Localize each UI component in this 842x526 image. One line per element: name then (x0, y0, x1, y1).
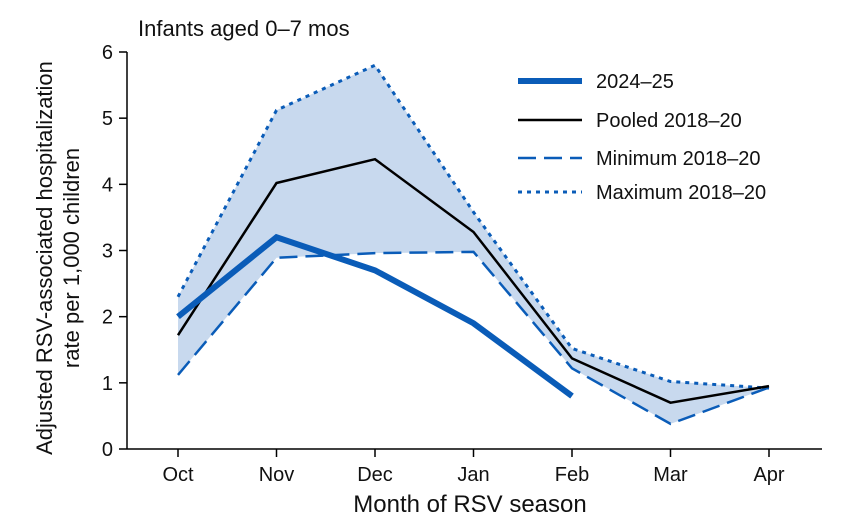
legend-label-2024-25: 2024–25 (596, 71, 674, 93)
y-axis-label-line2: rate per 1,000 children (59, 148, 84, 368)
x-tick-label-feb: Feb (555, 464, 589, 486)
series-line-pooled-2018-20 (176, 157, 770, 404)
x-tick-label-jan: Jan (457, 464, 489, 486)
series-line-minimum-2018-20 (177, 250, 770, 426)
y-tick-label: 3 (102, 241, 113, 263)
y-axis-label: Adjusted RSV-associated hospitalization … (32, 61, 84, 455)
x-tick-label-mar: Mar (653, 464, 688, 486)
y-ticks: 0 1 2 3 4 5 6 (102, 42, 127, 461)
series-layer (176, 63, 770, 426)
x-tick-label-nov: Nov (259, 464, 295, 486)
min-max-range-band (178, 65, 769, 424)
x-tick-label-apr: Apr (753, 464, 784, 486)
x-ticks: Oct Nov Dec Jan Feb Mar Apr (162, 449, 785, 486)
y-tick-label: 6 (102, 42, 113, 64)
legend-label-pooled: Pooled 2018–20 (596, 110, 742, 132)
legend-label-minimum: Minimum 2018–20 (596, 148, 761, 170)
y-tick-label: 1 (102, 373, 113, 395)
legend: 2024–25 Pooled 2018–20 Minimum 2018–20 M… (518, 71, 766, 204)
x-tick-label-dec: Dec (357, 464, 393, 486)
y-tick-label: 4 (102, 174, 113, 196)
x-axis-label: Month of RSV season (353, 491, 586, 518)
y-tick-label: 2 (102, 307, 113, 329)
series-line-maximum-2018-20 (176, 63, 770, 390)
legend-label-maximum: Maximum 2018–20 (596, 182, 766, 204)
y-axis-label-line1: Adjusted RSV-associated hospitalization (32, 61, 57, 455)
series-line-2024-25 (176, 233, 574, 399)
y-tick-label: 5 (102, 108, 113, 130)
x-tick-label-oct: Oct (162, 464, 194, 486)
y-tick-label: 0 (102, 439, 113, 461)
range-band-layer (178, 65, 769, 424)
chart-title: Infants aged 0–7 mos (138, 16, 350, 41)
